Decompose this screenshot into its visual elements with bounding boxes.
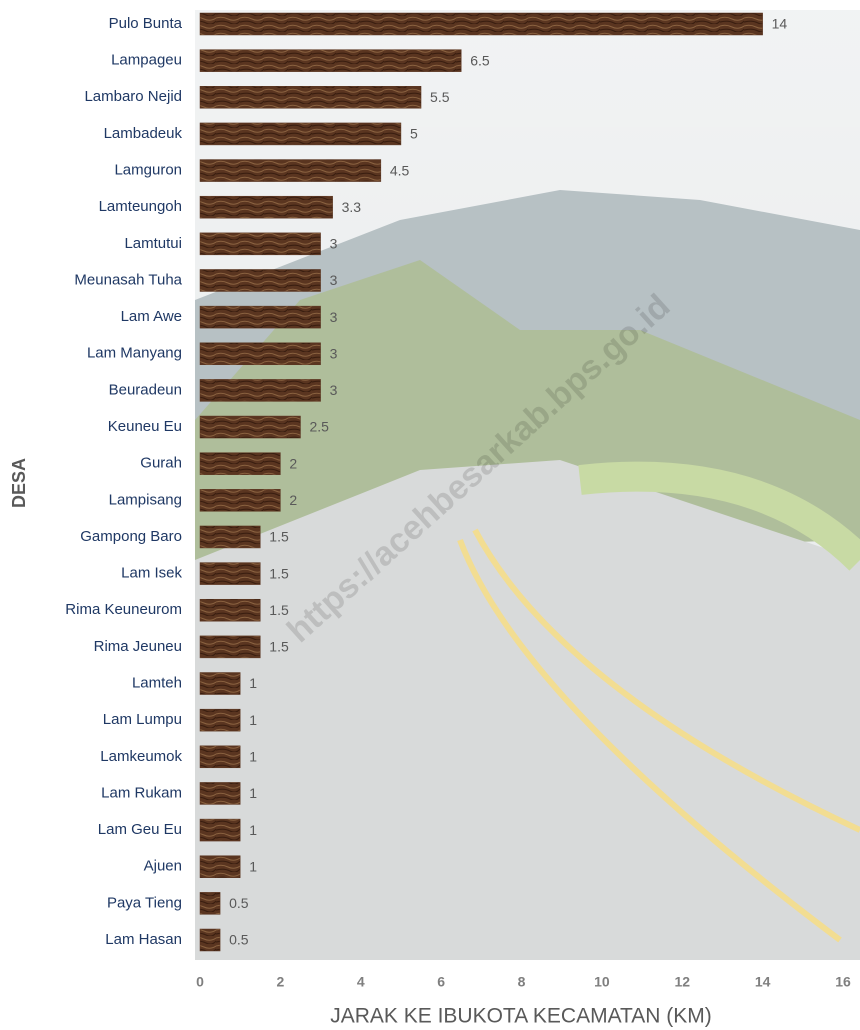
y-tick-label: Paya Tieng	[107, 894, 182, 911]
value-label: 5.5	[430, 89, 450, 105]
x-tick-label: 6	[437, 974, 445, 990]
value-label: 3.3	[342, 199, 362, 215]
value-label: 3	[330, 272, 338, 288]
x-tick-label: 4	[357, 974, 365, 990]
x-tick-label: 16	[835, 974, 851, 990]
bar	[199, 159, 382, 182]
value-label: 2.5	[309, 419, 329, 435]
y-tick-label: Lamteh	[132, 674, 182, 691]
y-tick-label: Rima Jeuneu	[94, 638, 182, 655]
y-tick-label: Beuradeun	[109, 381, 182, 398]
bar	[199, 745, 241, 769]
x-tick-label: 2	[276, 974, 284, 990]
value-label: 0.5	[229, 895, 249, 911]
value-label: 1	[249, 822, 257, 838]
y-tick-label: Lamteungoh	[99, 198, 182, 215]
y-tick-label: Lam Awe	[121, 308, 182, 325]
bar	[199, 86, 422, 109]
y-tick-label: Lambaro Nejid	[84, 88, 182, 105]
value-label: 5	[410, 126, 418, 142]
bar	[199, 489, 281, 512]
x-tick-label: 0	[196, 974, 204, 990]
bar	[199, 452, 281, 475]
bar	[199, 818, 241, 842]
y-tick-label: Meunasah Tuha	[74, 271, 182, 288]
x-axis-title: JARAK KE IBUKOTA KECAMATAN (KM)	[330, 1005, 712, 1028]
bar	[199, 855, 241, 878]
y-tick-label: Lam Isek	[121, 565, 182, 582]
value-label: 1	[249, 785, 257, 801]
background-photo	[195, 10, 860, 960]
value-label: 1	[249, 749, 257, 765]
bar	[199, 708, 241, 732]
bar	[199, 635, 261, 659]
bar	[199, 49, 462, 72]
bar	[199, 525, 261, 549]
value-label: 3	[330, 382, 338, 398]
y-axis-title: DESA	[9, 458, 29, 508]
bar	[199, 12, 763, 36]
y-tick-label: Lampageu	[111, 52, 182, 69]
value-label: 4.5	[390, 162, 410, 178]
value-label: 1.5	[269, 602, 289, 618]
bar	[199, 232, 321, 256]
bar	[199, 342, 321, 366]
bar	[199, 928, 221, 952]
bar	[199, 415, 301, 439]
y-tick-label: Gurah	[140, 455, 182, 472]
y-tick-label: Pulo Bunta	[109, 15, 183, 32]
bar	[199, 672, 241, 695]
y-tick-label: Lam Geu Eu	[98, 821, 182, 838]
y-tick-label: Lamtutui	[124, 235, 182, 252]
y-tick-label: Lam Hasan	[105, 931, 182, 948]
y-tick-label: Ajuen	[144, 858, 182, 875]
value-label: 6.5	[470, 52, 490, 68]
bar	[199, 269, 321, 292]
y-tick-label: Lam Manyang	[87, 345, 182, 362]
value-label: 3	[330, 236, 338, 252]
y-tick-label: Lambadeuk	[104, 125, 183, 142]
value-label: 1	[249, 675, 257, 691]
y-tick-label: Lam Lumpu	[103, 711, 182, 728]
y-tick-label: Lampisang	[109, 491, 182, 508]
value-label: 1.5	[269, 529, 289, 545]
value-label: 14	[772, 16, 788, 32]
y-tick-label: Keuneu Eu	[108, 418, 182, 435]
x-tick-label: 12	[674, 974, 690, 990]
bar	[199, 562, 261, 585]
value-label: 1.5	[269, 565, 289, 581]
bar	[199, 892, 221, 915]
x-tick-label: 14	[755, 974, 771, 990]
value-label: 3	[330, 345, 338, 361]
value-label: 1	[249, 712, 257, 728]
y-tick-label: Lamguron	[114, 162, 182, 179]
y-tick-label: Lamkeumok	[100, 748, 182, 765]
y-tick-label: Gampong Baro	[80, 528, 182, 545]
bar	[199, 782, 241, 805]
bar	[199, 195, 333, 219]
bar	[199, 305, 321, 329]
bar	[199, 379, 321, 402]
x-tick-label: 10	[594, 974, 610, 990]
y-tick-label: Rima Keuneurom	[65, 601, 182, 618]
value-label: 2	[289, 492, 297, 508]
value-label: 0.5	[229, 932, 249, 948]
value-label: 2	[289, 455, 297, 471]
bar	[199, 122, 402, 146]
value-label: 3	[330, 309, 338, 325]
value-label: 1	[249, 858, 257, 874]
y-tick-label: Lam Rukam	[101, 784, 182, 801]
bar	[199, 598, 261, 622]
x-tick-label: 8	[518, 974, 526, 990]
value-label: 1.5	[269, 639, 289, 655]
